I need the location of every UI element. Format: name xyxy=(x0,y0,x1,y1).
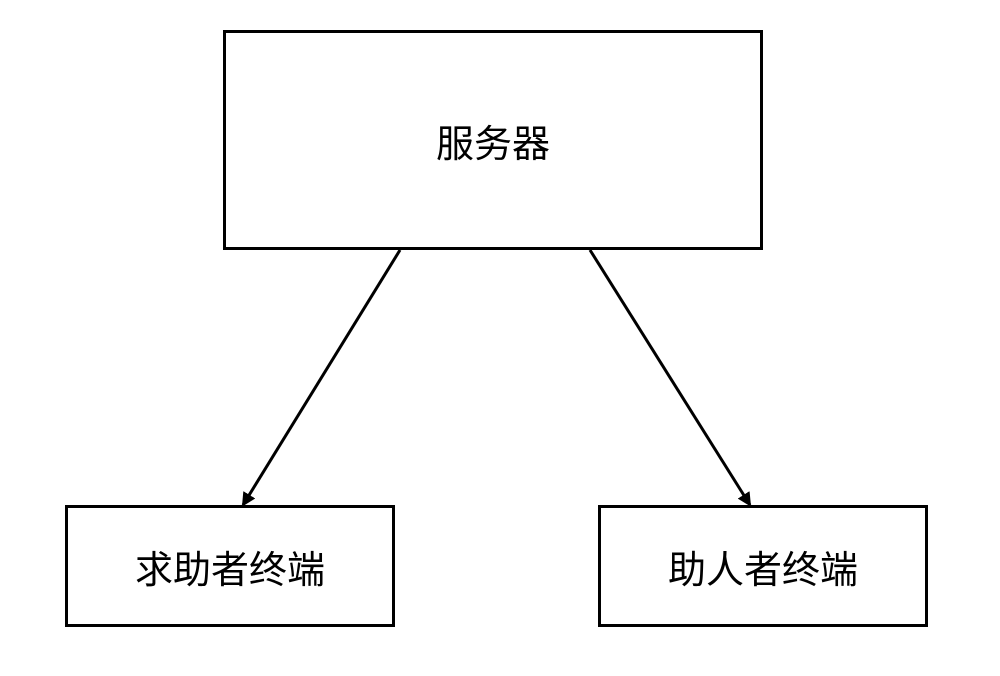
node-helper-label: 助人者终端 xyxy=(668,539,858,594)
node-helper: 助人者终端 xyxy=(598,505,928,627)
node-server-label: 服务器 xyxy=(436,113,550,168)
node-seeker-label: 求助者终端 xyxy=(135,539,325,594)
edge-server-to-helper xyxy=(590,250,750,505)
edge-server-to-seeker xyxy=(243,250,400,505)
diagram-canvas: 服务器 求助者终端 助人者终端 xyxy=(0,0,1000,676)
node-server: 服务器 xyxy=(223,30,763,250)
node-seeker: 求助者终端 xyxy=(65,505,395,627)
